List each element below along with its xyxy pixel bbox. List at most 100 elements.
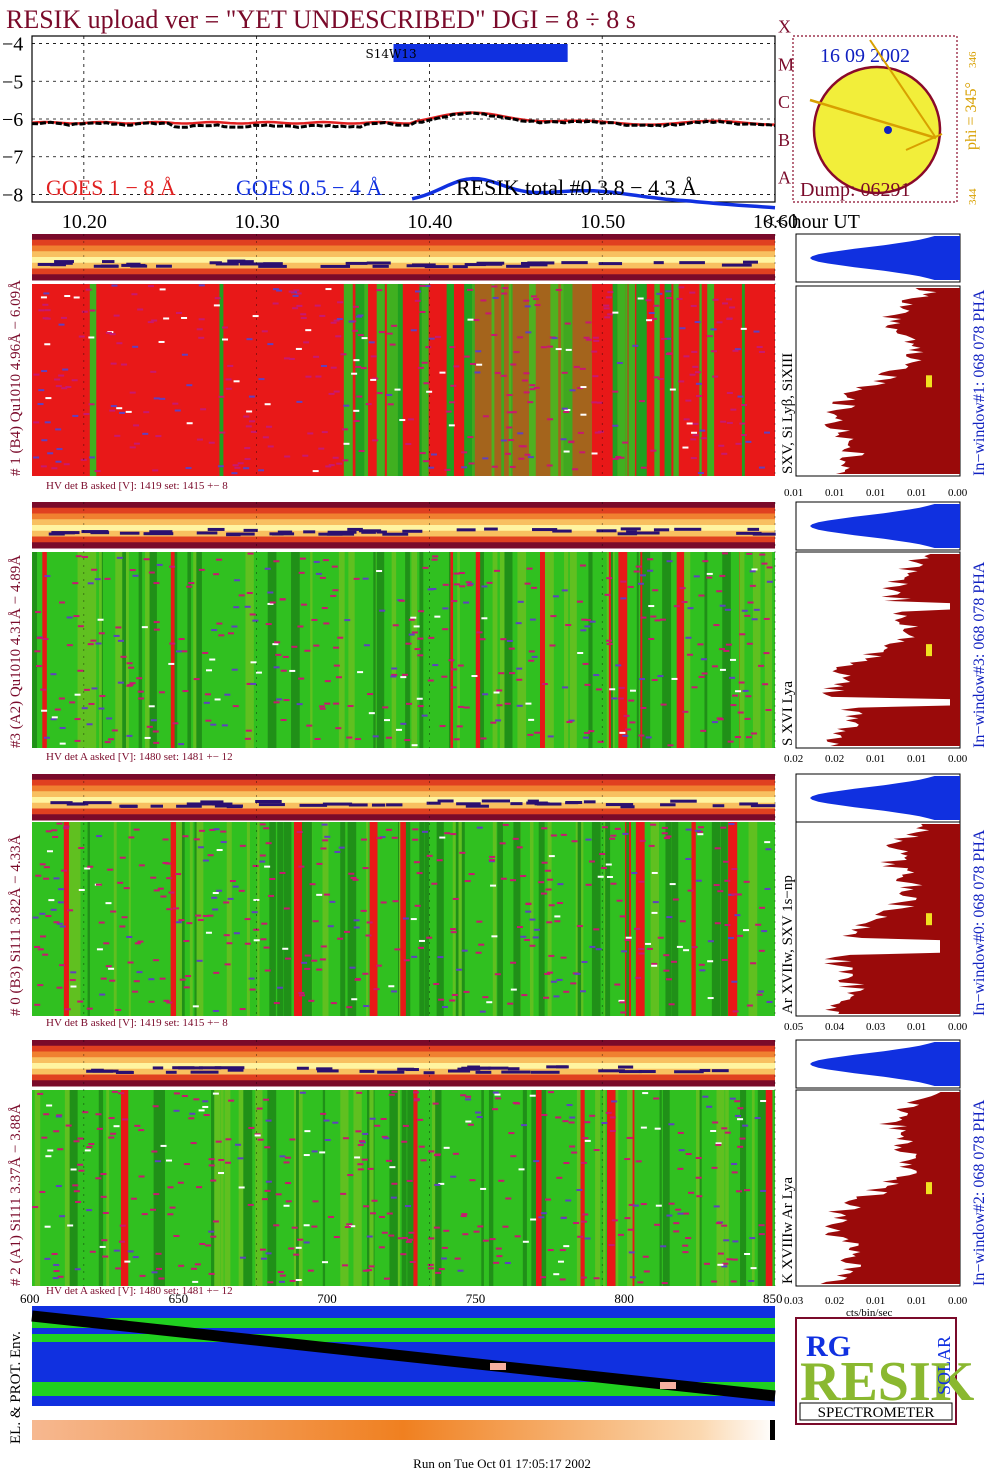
strip-speck bbox=[710, 1130, 717, 1133]
strip-speck bbox=[385, 828, 392, 831]
strip-speck bbox=[212, 1092, 219, 1095]
strip-speck bbox=[320, 847, 327, 850]
strip-speck bbox=[347, 705, 354, 708]
strip-speck bbox=[510, 411, 517, 414]
strip-speck bbox=[460, 1094, 467, 1097]
strip-speck bbox=[95, 1113, 102, 1116]
strip-speck bbox=[606, 643, 613, 646]
heat-speck bbox=[397, 1067, 415, 1071]
strip-speck bbox=[584, 1121, 591, 1124]
strip-speck bbox=[150, 876, 157, 879]
strip-speck bbox=[746, 552, 753, 555]
strip-speck bbox=[58, 697, 65, 700]
heat-speck bbox=[243, 528, 258, 532]
env-tick-label: 850 bbox=[763, 1291, 783, 1306]
strip-speck bbox=[504, 452, 511, 455]
strip-speck bbox=[63, 825, 70, 828]
strip-speck bbox=[160, 1144, 167, 1147]
strip-speck bbox=[311, 1150, 318, 1153]
strip-speck bbox=[324, 893, 331, 896]
strip-speck bbox=[117, 639, 124, 642]
strip-speck bbox=[406, 1179, 413, 1182]
strip-speck bbox=[731, 694, 738, 697]
strip-speck bbox=[716, 590, 723, 593]
strip-speck bbox=[206, 669, 213, 672]
strip-speck bbox=[148, 705, 155, 708]
strip-speck bbox=[506, 411, 513, 414]
strip-speck bbox=[152, 1105, 159, 1108]
heat-speck bbox=[481, 799, 510, 803]
strip-speck bbox=[576, 600, 583, 603]
strip-column bbox=[699, 284, 702, 476]
strip-speck bbox=[55, 385, 62, 388]
strip-speck bbox=[565, 624, 572, 627]
strip-speck bbox=[380, 901, 387, 904]
strip-speck bbox=[582, 662, 589, 665]
strip-column bbox=[450, 552, 454, 748]
strip-speck bbox=[568, 1121, 575, 1124]
strip-column bbox=[122, 552, 126, 748]
strip-speck bbox=[70, 971, 77, 974]
strip-speck bbox=[285, 1182, 292, 1185]
strip-speck bbox=[420, 1159, 427, 1162]
strip-speck bbox=[401, 673, 408, 676]
strip-speck bbox=[563, 1162, 570, 1165]
strip-speck bbox=[721, 1127, 728, 1130]
strip-column bbox=[492, 552, 498, 748]
heat-band bbox=[32, 791, 775, 798]
strip-speck bbox=[392, 900, 399, 903]
strip-speck bbox=[46, 850, 53, 853]
env-label: EL. & PROT. Env. bbox=[8, 1331, 24, 1444]
strip-speck bbox=[724, 608, 731, 611]
heat-speck bbox=[636, 531, 660, 535]
strip-speck bbox=[423, 382, 430, 385]
channel-left-label: # 2 (A1) Si111 3.37Å − 3.88Å bbox=[8, 1103, 24, 1286]
strip-speck bbox=[490, 721, 497, 724]
strip-speck bbox=[758, 949, 765, 952]
strip-speck bbox=[198, 568, 205, 571]
strip-column bbox=[720, 822, 728, 1016]
strip-speck bbox=[620, 580, 627, 583]
strip-column bbox=[343, 284, 353, 476]
heat-band bbox=[32, 513, 775, 520]
strip-speck bbox=[663, 954, 670, 957]
strip-speck bbox=[252, 619, 259, 622]
strip-speck bbox=[127, 1250, 134, 1253]
strip-speck bbox=[59, 1215, 66, 1218]
strip-column bbox=[98, 1090, 104, 1286]
strip-speck bbox=[233, 606, 240, 609]
strip-speck bbox=[38, 309, 45, 312]
strip-speck bbox=[547, 418, 554, 421]
strip-speck bbox=[227, 897, 234, 900]
strip-speck bbox=[401, 1236, 408, 1239]
strip-speck bbox=[193, 838, 200, 841]
strip-speck bbox=[524, 305, 531, 308]
strip-speck bbox=[264, 567, 271, 570]
strip-speck bbox=[584, 625, 591, 628]
spectrum-profile bbox=[795, 285, 961, 477]
strip-speck bbox=[698, 594, 705, 597]
strip-speck bbox=[73, 1190, 80, 1193]
strip-speck bbox=[450, 686, 457, 689]
strip-speck bbox=[333, 664, 340, 667]
spectrum-shape bbox=[820, 1092, 960, 1284]
strip-speck bbox=[433, 1226, 440, 1229]
strip-column bbox=[69, 1090, 78, 1286]
strip-speck bbox=[521, 994, 528, 997]
strip-speck bbox=[721, 1265, 728, 1268]
strip-speck bbox=[541, 683, 548, 686]
heat-speck bbox=[119, 804, 138, 808]
strip-speck bbox=[615, 664, 622, 667]
strip-speck bbox=[252, 864, 259, 867]
strip-speck bbox=[712, 298, 719, 301]
strip-speck bbox=[619, 1001, 626, 1004]
strip-speck bbox=[346, 736, 353, 739]
strip-speck bbox=[717, 718, 724, 721]
strip-column bbox=[366, 822, 369, 1016]
strip-speck bbox=[417, 654, 424, 657]
strip-speck bbox=[53, 1130, 60, 1133]
strip-speck bbox=[428, 337, 435, 340]
strip-speck bbox=[527, 456, 534, 459]
strip-speck bbox=[213, 971, 220, 974]
heat-speck bbox=[536, 802, 562, 806]
